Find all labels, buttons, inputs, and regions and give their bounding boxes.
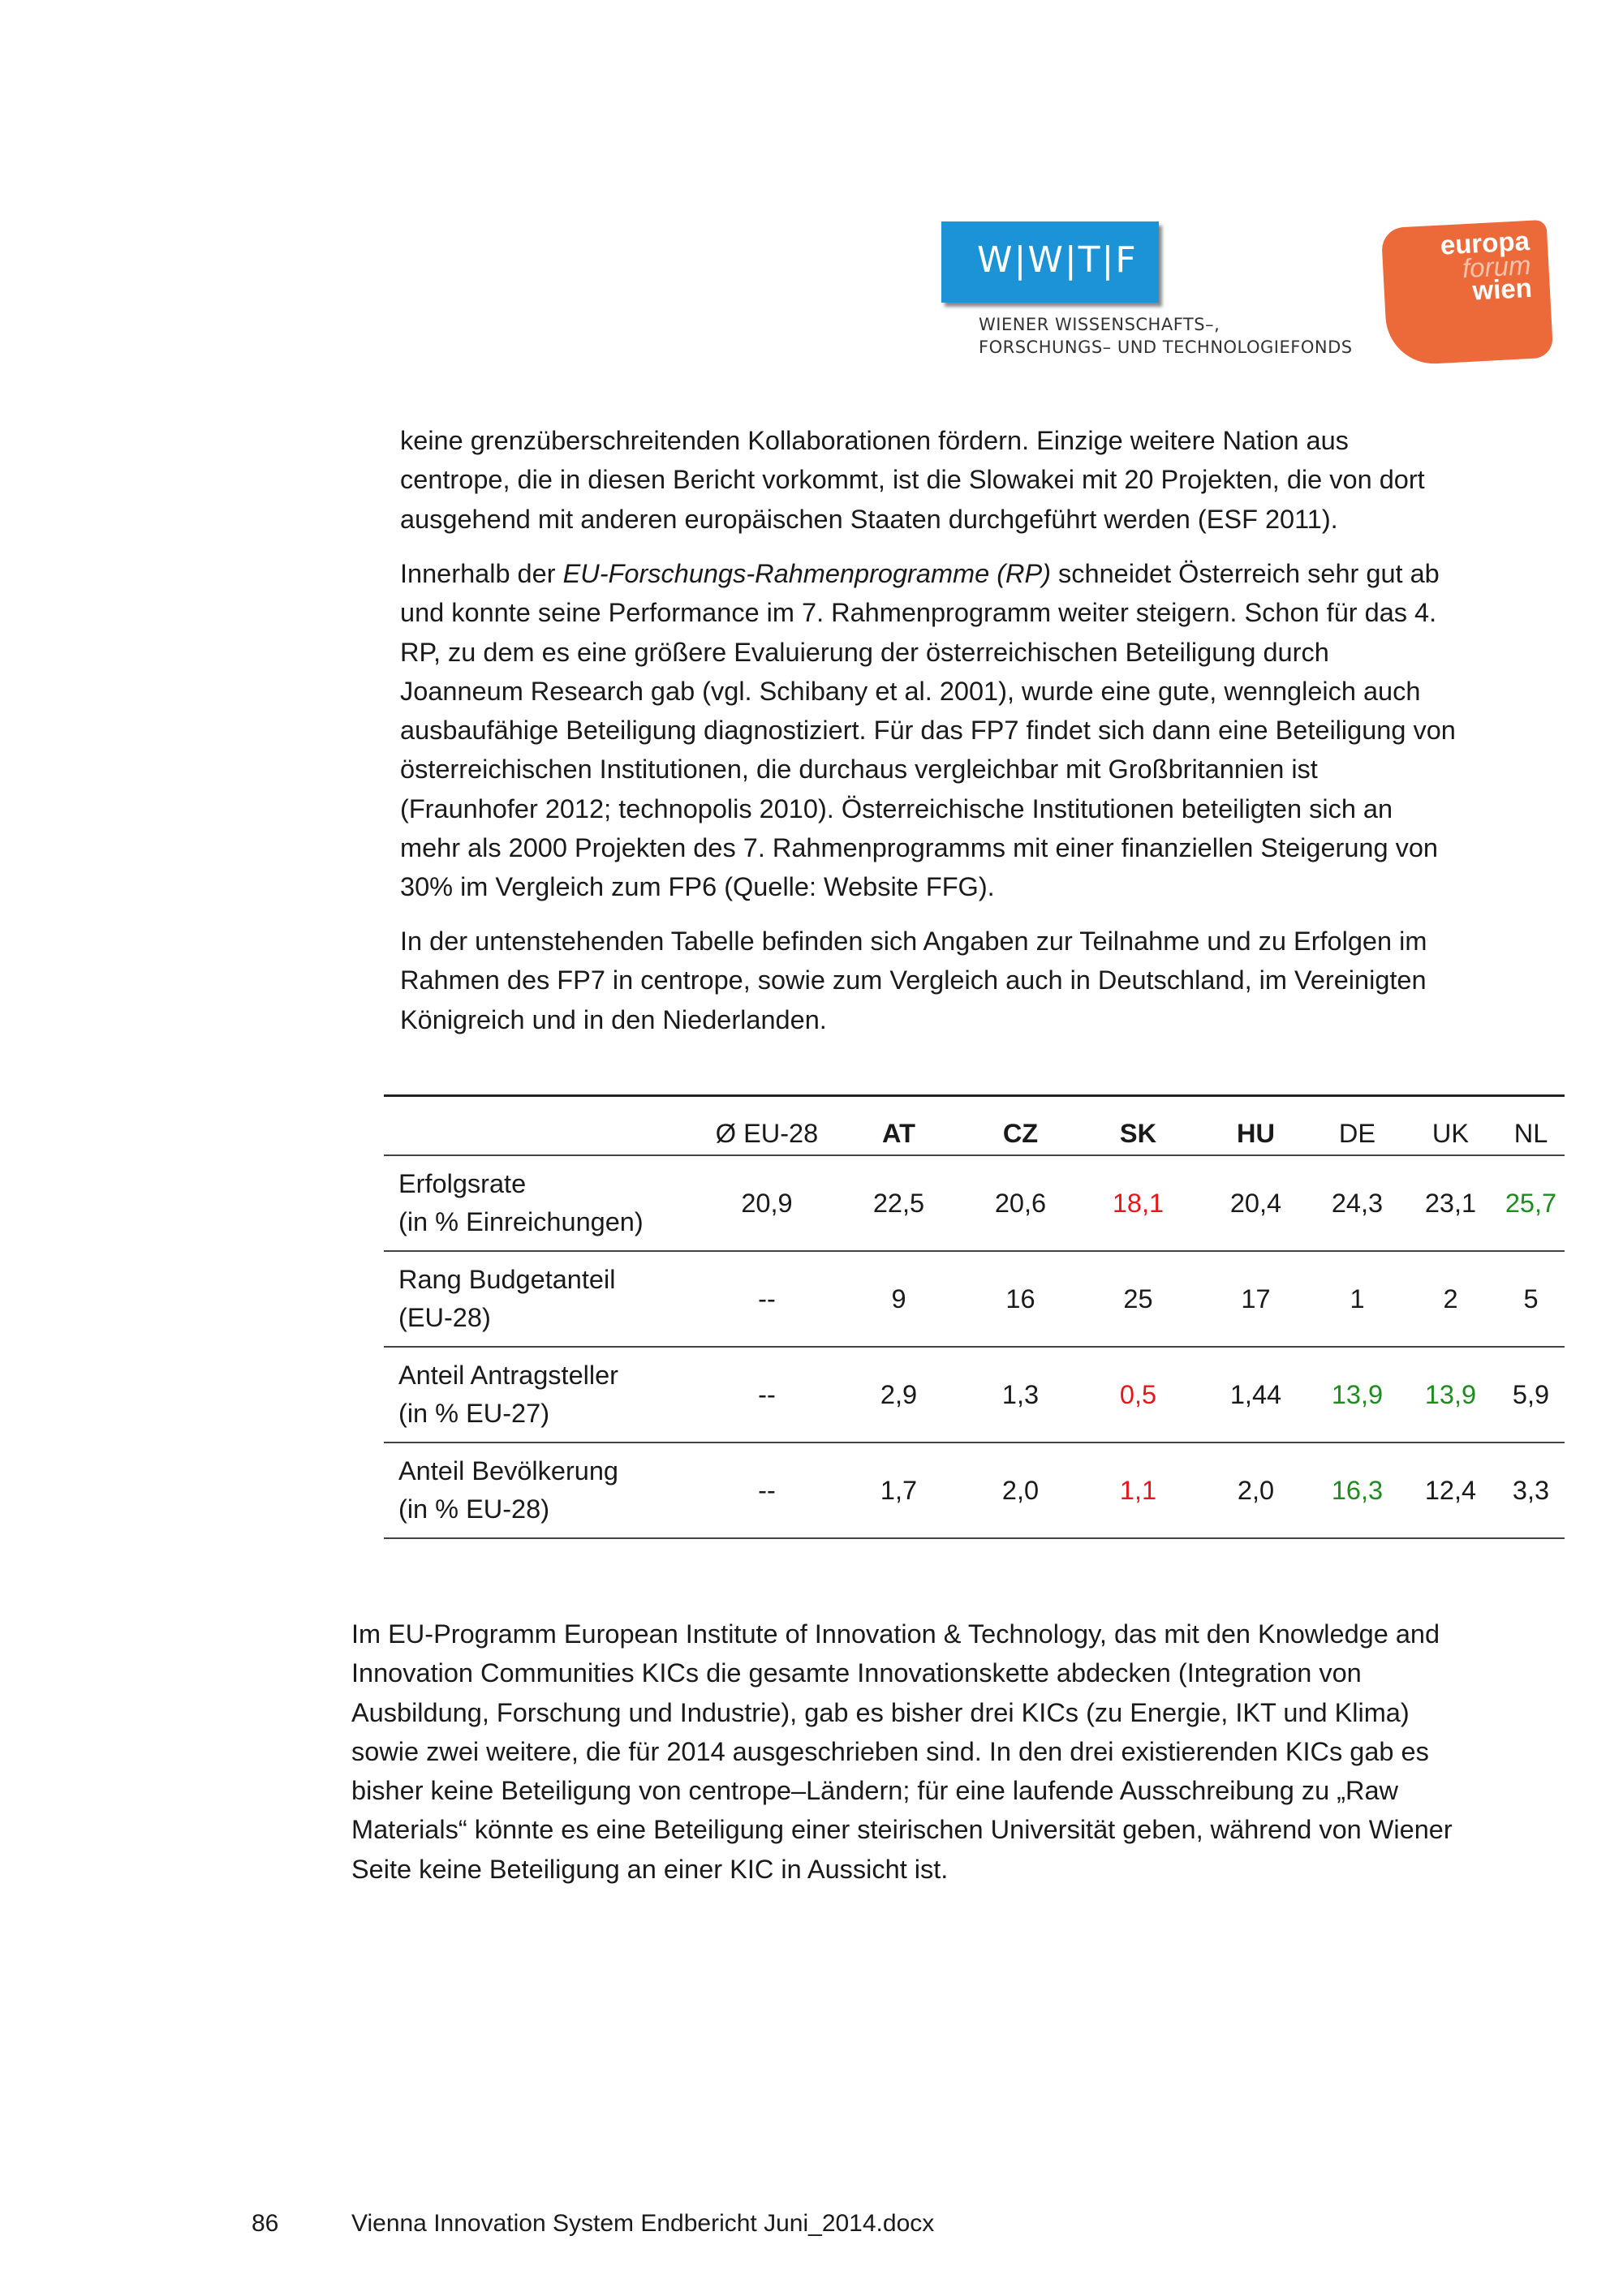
wwtf-logo: W|W|T|F [941, 221, 1159, 303]
text-line: In der untenstehenden Tabelle befinden s… [400, 927, 1427, 956]
table-cell: 2,0 [966, 1443, 1075, 1539]
table-cell: 13,9 [1311, 1347, 1404, 1443]
header-cell: UK [1404, 1095, 1497, 1156]
table-cell: 1,7 [832, 1443, 966, 1539]
text-line: Joanneum Research gab (vgl. Schibany et … [400, 676, 1421, 706]
row-label-line: (in % EU-28) [398, 1494, 550, 1524]
table-cell: 25,7 [1497, 1155, 1565, 1252]
table-cell: 9 [832, 1251, 966, 1348]
text-line: und konnte seine Performance im 7. Rahme… [400, 598, 1437, 628]
wwtf-logo-letters: W|W|T|F [977, 239, 1138, 281]
table-cell: 24,3 [1311, 1155, 1404, 1252]
table-cell: 17 [1201, 1251, 1311, 1348]
row-label-line: (in % Einreichungen) [398, 1207, 644, 1236]
paragraph-4: Im EU-Programm European Institute of Inn… [351, 1615, 1453, 1889]
text-line: mehr als 2000 Projekten des 7. Rahmenpro… [400, 833, 1439, 863]
row-label-line: (EU-28) [398, 1303, 491, 1332]
paragraph-3: In der untenstehenden Tabelle befinden s… [400, 922, 1427, 1039]
header-cell: CZ [966, 1095, 1075, 1156]
table-row: Erfolgsrate (in % Einreichungen) 20,9 22,5 2… [384, 1155, 1565, 1252]
text-line: bisher keine Beteiligung von centrope–Lä… [351, 1776, 1399, 1806]
table-cell: 1 [1311, 1251, 1404, 1348]
paragraph-1: keine grenzüberschreitenden Kollaboratio… [400, 421, 1425, 539]
row-label: Erfolgsrate (in % Einreichungen) [384, 1155, 702, 1252]
header-cell: HU [1201, 1095, 1311, 1156]
text-line: ausbaufähige Beteiligung diagnostiziert.… [400, 716, 1456, 746]
table-cell: 2 [1404, 1251, 1497, 1348]
row-label: Rang Budgetanteil (EU-28) [384, 1251, 702, 1348]
wwtf-tagline-line: WIENER WISSENSCHAFTS–, [979, 315, 1220, 334]
table-cell: 13,9 [1404, 1347, 1497, 1443]
header-cell: DE [1311, 1095, 1404, 1156]
table-cell: 25 [1075, 1251, 1201, 1348]
table-cell: 1,44 [1201, 1347, 1311, 1443]
table-cell: 12,4 [1404, 1443, 1497, 1539]
header-cell: SK [1075, 1095, 1201, 1156]
wwtf-tagline: WIENER WISSENSCHAFTS–, FORSCHUNGS– UND T… [979, 313, 1353, 359]
table-cell: 2,9 [832, 1347, 966, 1443]
table-cell: 0,5 [1075, 1347, 1201, 1443]
text-segment: Innerhalb der [400, 559, 563, 588]
wwtf-tagline-line: FORSCHUNGS– UND TECHNOLOGIEFONDS [979, 338, 1353, 357]
table-cell: 1,1 [1075, 1443, 1201, 1539]
table-row: Rang Budgetanteil (EU-28) -- 9 16 25 17 1 2 5 [384, 1251, 1565, 1348]
row-label: Anteil Bevölkerung (in % EU-28) [384, 1443, 702, 1539]
header-cell: AT [832, 1095, 966, 1156]
footer-document-name: Vienna Innovation System Endbericht Juni… [351, 2210, 935, 2237]
table-cell: 18,1 [1075, 1155, 1201, 1252]
table-cell: -- [702, 1443, 832, 1539]
text-segment: schneidet Österreich sehr gut ab [1051, 559, 1440, 588]
table-header-row: Ø EU-28 AT CZ SK HU DE UK NL [384, 1095, 1565, 1156]
text-line: (Fraunhofer 2012; technopolis 2010). Öst… [400, 793, 1393, 823]
table-cell: -- [702, 1251, 832, 1348]
row-label-line: Rang Budgetanteil [398, 1265, 616, 1294]
table-cell: 16,3 [1311, 1443, 1404, 1539]
text-line: keine grenzüberschreitenden Kollaboratio… [400, 426, 1349, 455]
row-label: Anteil Antragsteller (in % EU-27) [384, 1347, 702, 1443]
text-line: Im EU-Programm European Institute of Inn… [351, 1619, 1440, 1649]
text-line: ausgehend mit anderen europäischen Staat… [400, 504, 1338, 534]
table-cell: 23,1 [1404, 1155, 1497, 1252]
emphasis-text: EU-Forschungs-Rahmenprogramme (RP) [562, 559, 1051, 588]
table-cell: 16 [966, 1251, 1075, 1348]
text-line: Materials“ könnte es eine Beteiligung ei… [351, 1815, 1453, 1845]
text-line: Rahmen des FP7 in centrope, sowie zum Ve… [400, 965, 1427, 995]
paragraph-2: Innerhalb der EU-Forschungs-Rahmenprogra… [400, 554, 1456, 907]
table-cell: 5 [1497, 1251, 1565, 1348]
row-label-line: (in % EU-27) [398, 1399, 550, 1428]
table-cell: -- [702, 1347, 832, 1443]
text-line: sowie zwei weitere, die für 2014 ausgesc… [351, 1736, 1429, 1766]
table-row: Anteil Antragsteller (in % EU-27) -- 2,9 1,3… [384, 1347, 1565, 1443]
table-cell: 3,3 [1497, 1443, 1565, 1539]
text-line: Königreich und in den Niederlanden. [400, 1004, 827, 1034]
text-line: Ausbildung, Forschung und Industrie), ga… [351, 1697, 1410, 1727]
text-line: 30% im Vergleich zum FP6 (Quelle: Websit… [400, 872, 995, 902]
table-cell: 1,3 [966, 1347, 1075, 1443]
table-cell: 5,9 [1497, 1347, 1565, 1443]
text-line: österreichischen Institutionen, die durc… [400, 755, 1318, 785]
table-cell: 22,5 [832, 1155, 966, 1252]
efw-logo-line: wien [1471, 272, 1533, 306]
text-line: centrope, die in diesen Bericht vorkommt… [400, 465, 1425, 495]
text-line: RP, zu dem es eine größere Evaluierung d… [400, 637, 1329, 667]
table-cell: 20,9 [702, 1155, 832, 1252]
header-cell-empty [384, 1095, 702, 1156]
fp7-comparison-table: Ø EU-28 AT CZ SK HU DE UK NL Erfolgsrate (in % E… [384, 1094, 1565, 1539]
row-label-line: Erfolgsrate [398, 1169, 527, 1198]
header-cell: Ø EU-28 [702, 1095, 832, 1156]
row-label-line: Anteil Bevölkerung [398, 1456, 618, 1486]
table-cell: 20,6 [966, 1155, 1075, 1252]
text-line: Seite keine Beteiligung an einer KIC in … [351, 1854, 949, 1884]
header-cell: NL [1497, 1095, 1565, 1156]
table-cell: 2,0 [1201, 1443, 1311, 1539]
table-row: Anteil Bevölkerung (in % EU-28) -- 1,7 2,0 1,… [384, 1443, 1565, 1539]
page-number: 86 [252, 2210, 279, 2237]
text-line: Innovation Communities KICs die gesamte … [351, 1658, 1362, 1688]
row-label-line: Anteil Antragsteller [398, 1361, 618, 1390]
table-cell: 20,4 [1201, 1155, 1311, 1252]
text-line: Innerhalb der EU-Forschungs-Rahmenprogra… [400, 554, 1456, 593]
europa-forum-wien-logo: europa forum wien [1380, 219, 1554, 367]
